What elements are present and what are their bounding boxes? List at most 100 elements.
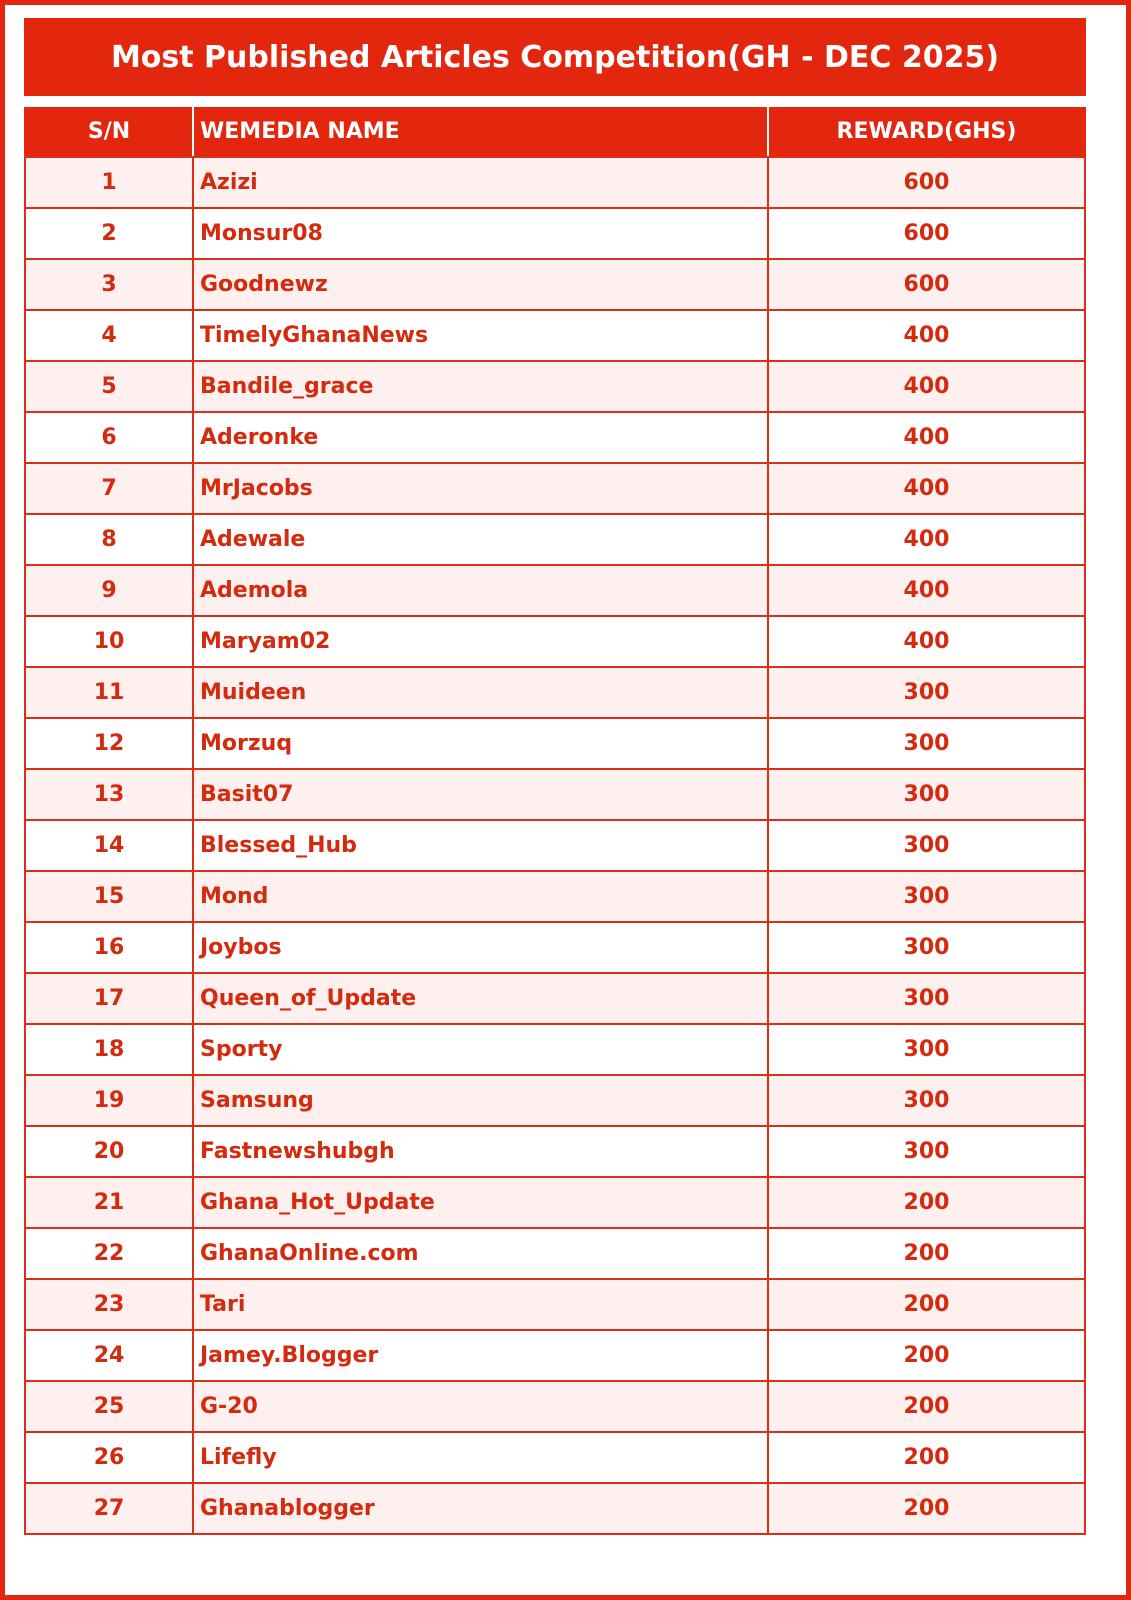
table-row: 22 GhanaOnline.com 200 bbox=[24, 1227, 1086, 1280]
reward: 400 bbox=[767, 615, 1086, 668]
table-row: 23 Tari 200 bbox=[24, 1278, 1086, 1331]
wemedia-name: Samsung bbox=[192, 1074, 769, 1127]
reward: 600 bbox=[767, 156, 1086, 209]
rewards-table: S/N WEMEDIA NAME REWARD(GHS) 1 Azizi 600 2 Mon… bbox=[24, 107, 1086, 1535]
table-row: 24 Jamey.Blogger 200 bbox=[24, 1329, 1086, 1382]
serial-number: 11 bbox=[24, 666, 194, 719]
reward: 400 bbox=[767, 360, 1086, 413]
serial-number: 23 bbox=[24, 1278, 194, 1331]
table-row: 11 Muideen 300 bbox=[24, 666, 1086, 719]
serial-number: 15 bbox=[24, 870, 194, 923]
reward: 300 bbox=[767, 1023, 1086, 1076]
table-row: 10 Maryam02 400 bbox=[24, 615, 1086, 668]
serial-number: 17 bbox=[24, 972, 194, 1025]
reward: 300 bbox=[767, 768, 1086, 821]
wemedia-name: Aderonke bbox=[192, 411, 769, 464]
table-row: 12 Morzuq 300 bbox=[24, 717, 1086, 770]
header-cell: WEMEDIA NAME bbox=[192, 107, 769, 158]
wemedia-name: Tari bbox=[192, 1278, 769, 1331]
reward: 200 bbox=[767, 1176, 1086, 1229]
reward: 300 bbox=[767, 1074, 1086, 1127]
header-cell: S/N bbox=[24, 107, 194, 158]
reward: 300 bbox=[767, 921, 1086, 974]
reward: 200 bbox=[767, 1227, 1086, 1280]
table-row: 15 Mond 300 bbox=[24, 870, 1086, 923]
wemedia-name: Joybos bbox=[192, 921, 769, 974]
wemedia-name: Ademola bbox=[192, 564, 769, 617]
reward: 300 bbox=[767, 870, 1086, 923]
serial-number: 21 bbox=[24, 1176, 194, 1229]
wemedia-name: Sporty bbox=[192, 1023, 769, 1076]
serial-number: 19 bbox=[24, 1074, 194, 1127]
serial-number: 27 bbox=[24, 1482, 194, 1535]
table-row: 19 Samsung 300 bbox=[24, 1074, 1086, 1127]
wemedia-name: Morzuq bbox=[192, 717, 769, 770]
table-head: S/N WEMEDIA NAME REWARD(GHS) bbox=[24, 107, 1086, 158]
table-row: 1 Azizi 600 bbox=[24, 156, 1086, 209]
wemedia-name: MrJacobs bbox=[192, 462, 769, 515]
table-row: 17 Queen_of_Update 300 bbox=[24, 972, 1086, 1025]
serial-number: 14 bbox=[24, 819, 194, 872]
wemedia-name: Adewale bbox=[192, 513, 769, 566]
wemedia-name: Maryam02 bbox=[192, 615, 769, 668]
wemedia-name: Muideen bbox=[192, 666, 769, 719]
wemedia-name: Ghana_Hot_Update bbox=[192, 1176, 769, 1229]
title: Most Published Articles Competition(GH -… bbox=[24, 18, 1086, 96]
serial-number: 7 bbox=[24, 462, 194, 515]
table-row: 4 TimelyGhanaNews 400 bbox=[24, 309, 1086, 362]
serial-number: 3 bbox=[24, 258, 194, 311]
wemedia-name: G-20 bbox=[192, 1380, 769, 1433]
wemedia-name: TimelyGhanaNews bbox=[192, 309, 769, 362]
table-row: 2 Monsur08 600 bbox=[24, 207, 1086, 260]
serial-number: 24 bbox=[24, 1329, 194, 1382]
wemedia-name: Fastnewshubgh bbox=[192, 1125, 769, 1178]
serial-number: 18 bbox=[24, 1023, 194, 1076]
reward: 200 bbox=[767, 1329, 1086, 1382]
table-row: 14 Blessed_Hub 300 bbox=[24, 819, 1086, 872]
reward: 400 bbox=[767, 564, 1086, 617]
reward: 200 bbox=[767, 1482, 1086, 1535]
table-row: 9 Ademola 400 bbox=[24, 564, 1086, 617]
table-row: 8 Adewale 400 bbox=[24, 513, 1086, 566]
table-body: 1 Azizi 600 2 Monsur08 600 3 Goodnewz 600 4 Timely… bbox=[24, 156, 1086, 1535]
reward: 300 bbox=[767, 666, 1086, 719]
serial-number: 2 bbox=[24, 207, 194, 260]
reward: 300 bbox=[767, 1125, 1086, 1178]
serial-number: 22 bbox=[24, 1227, 194, 1280]
wemedia-name: Blessed_Hub bbox=[192, 819, 769, 872]
table-row: 13 Basit07 300 bbox=[24, 768, 1086, 821]
table-row: 27 Ghanablogger 200 bbox=[24, 1482, 1086, 1535]
serial-number: 4 bbox=[24, 309, 194, 362]
table-row: 25 G-20 200 bbox=[24, 1380, 1086, 1433]
serial-number: 12 bbox=[24, 717, 194, 770]
wemedia-name: Mond bbox=[192, 870, 769, 923]
wemedia-name: Lifefly bbox=[192, 1431, 769, 1484]
table-row: 5 Bandile_grace 400 bbox=[24, 360, 1086, 413]
wemedia-name: Azizi bbox=[192, 156, 769, 209]
table-row: 7 MrJacobs 400 bbox=[24, 462, 1086, 515]
wemedia-name: GhanaOnline.com bbox=[192, 1227, 769, 1280]
serial-number: 9 bbox=[24, 564, 194, 617]
table-row: 20 Fastnewshubgh 300 bbox=[24, 1125, 1086, 1178]
table-row: 21 Ghana_Hot_Update 200 bbox=[24, 1176, 1086, 1229]
serial-number: 6 bbox=[24, 411, 194, 464]
serial-number: 26 bbox=[24, 1431, 194, 1484]
serial-number: 16 bbox=[24, 921, 194, 974]
wemedia-name: Monsur08 bbox=[192, 207, 769, 260]
reward: 400 bbox=[767, 462, 1086, 515]
reward: 400 bbox=[767, 411, 1086, 464]
serial-number: 20 bbox=[24, 1125, 194, 1178]
reward: 600 bbox=[767, 207, 1086, 260]
reward: 600 bbox=[767, 258, 1086, 311]
serial-number: 8 bbox=[24, 513, 194, 566]
serial-number: 10 bbox=[24, 615, 194, 668]
serial-number: 13 bbox=[24, 768, 194, 821]
table-row: 18 Sporty 300 bbox=[24, 1023, 1086, 1076]
serial-number: 25 bbox=[24, 1380, 194, 1433]
reward: 300 bbox=[767, 972, 1086, 1025]
wemedia-name: Bandile_grace bbox=[192, 360, 769, 413]
reward: 300 bbox=[767, 717, 1086, 770]
wemedia-name: Basit07 bbox=[192, 768, 769, 821]
wemedia-name: Queen_of_Update bbox=[192, 972, 769, 1025]
